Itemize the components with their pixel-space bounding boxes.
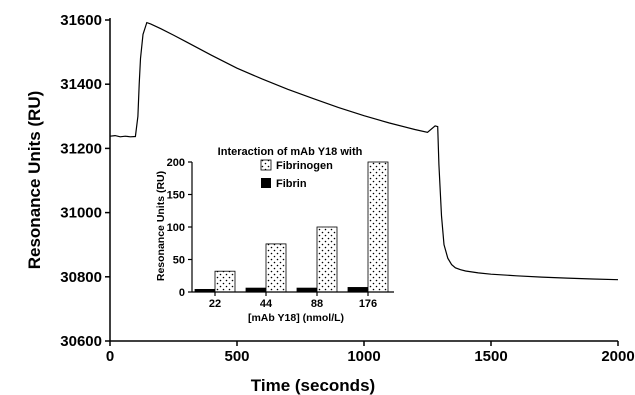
legend-swatch-fibrinogen <box>260 159 272 171</box>
main-y-tick-label: 30800 <box>60 269 102 286</box>
bar-fibrinogen-44 <box>265 243 287 293</box>
bar-fibrinogen-88 <box>316 226 338 293</box>
main-y-tick-label: 30600 <box>60 333 102 350</box>
main-y-tick-label: 31400 <box>60 76 102 93</box>
bar-fibrin-176 <box>347 287 369 293</box>
legend-swatch-fibrin <box>261 178 271 188</box>
bar-fibrinogen-22 <box>214 270 236 293</box>
main-y-tick-label: 31200 <box>60 140 102 157</box>
main-x-tick-label: 500 <box>224 348 249 365</box>
main-ticks: 0 500 1000 1500 2000306003080031000312003140… <box>60 12 634 365</box>
legend-label-fibrinogen: Fibrinogen <box>276 160 333 172</box>
inset-x-tick-label: 44 <box>260 298 273 310</box>
inset-chart: Interaction of mAb Y18 with Fibrinogen F… <box>155 146 394 324</box>
inset-x-tick-label: 176 <box>359 298 377 310</box>
inset-y-tick-label: 100 <box>167 222 185 234</box>
main-y-tick-label: 31000 <box>60 205 102 222</box>
main-x-tick-label: 1000 <box>347 348 380 365</box>
bar-fibrinogen-176 <box>367 161 389 293</box>
inset-x-axis-title: [mAb Y18] (nmol/L) <box>248 312 344 324</box>
inset-y-tick-label: 0 <box>179 287 185 299</box>
main-y-axis-title: Resonance Units (RU) <box>25 91 44 270</box>
inset-ticks: 0 50 100 150 200 22 44 88 176 <box>167 157 378 310</box>
inset-y-tick-label: 50 <box>173 255 185 267</box>
main-x-tick-label: 2000 <box>601 348 634 365</box>
legend-label-fibrin: Fibrin <box>276 178 307 190</box>
main-x-tick-label: 1500 <box>474 348 507 365</box>
main-y-tick-label: 31600 <box>60 12 102 29</box>
inset-x-tick-label: 22 <box>209 298 221 310</box>
main-series-line <box>109 21 619 281</box>
inset-bars <box>194 161 389 293</box>
main-x-tick-label: 0 <box>106 348 114 365</box>
main-x-axis-title: Time (seconds) <box>251 376 375 395</box>
inset-title: Interaction of mAb Y18 with <box>218 146 363 158</box>
inset-y-tick-label: 200 <box>167 157 185 169</box>
inset-y-tick-label: 150 <box>167 190 185 202</box>
main-chart: 0 500 1000 1500 2000306003080031000312003140… <box>25 12 635 395</box>
inset-x-tick-label: 88 <box>311 298 323 310</box>
inset-y-axis-title: Resonance Units (RU) <box>155 171 167 281</box>
